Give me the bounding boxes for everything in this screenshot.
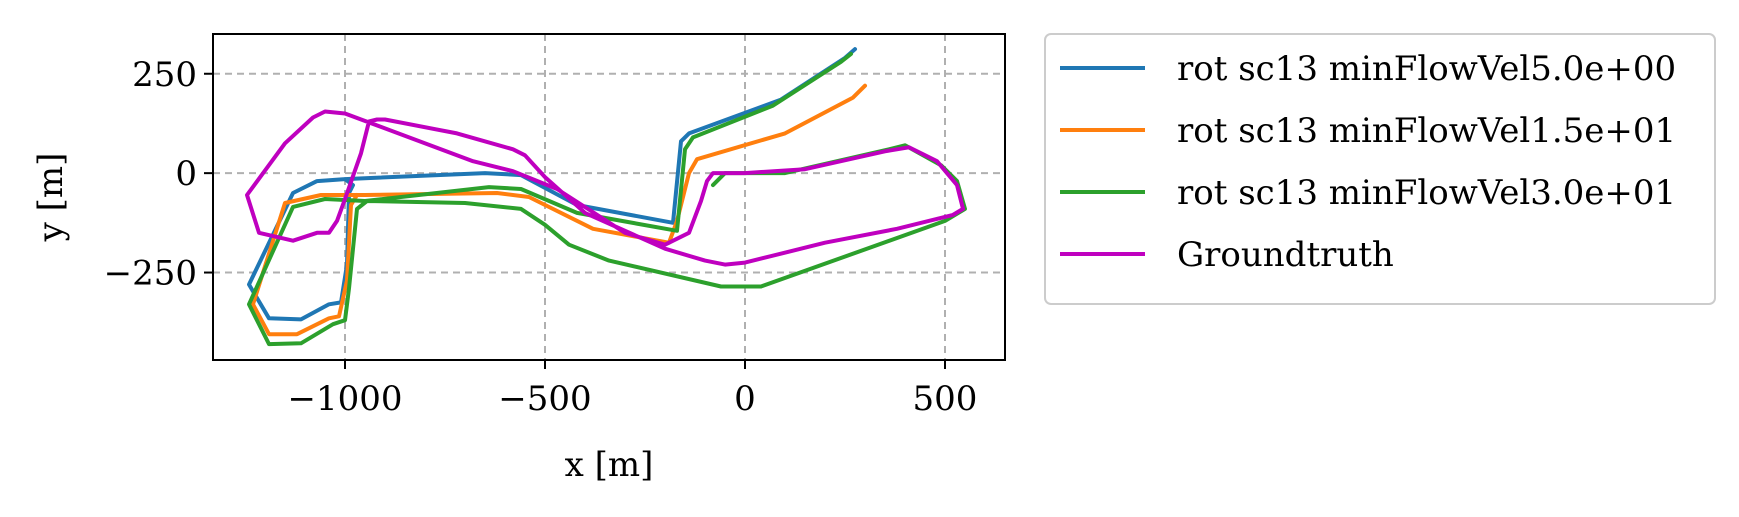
legend-label: rot sc13 minFlowVel5.0e+00: [1177, 49, 1676, 89]
legend-items: rot sc13 minFlowVel5.0e+00 rot sc13 minFl…: [1060, 49, 1676, 275]
series-line-rot-sc13-minflowvel3-0e-01: [247, 51, 967, 347]
grid-lines: [213, 34, 1005, 360]
x-tick-label: 500: [913, 379, 978, 419]
series-lines: [245, 47, 967, 347]
x-tick-label: −1000: [287, 379, 402, 419]
legend: rot sc13 minFlowVel5.0e+00 rot sc13 minFl…: [1044, 33, 1716, 305]
plot-frame: [212, 33, 1006, 361]
series-line-groundtruth: [245, 109, 965, 267]
axis-ticks: −1000 −500 0 500 −250 0 250: [104, 55, 978, 419]
x-tick-label: −500: [498, 379, 591, 419]
legend-label: rot sc13 minFlowVel3.0e+01: [1177, 173, 1676, 213]
y-tick-label: −250: [104, 254, 197, 294]
series-line-rot-sc13-minflowvel1-5e-01: [251, 83, 867, 337]
legend-label: Groundtruth: [1177, 235, 1394, 275]
series-line-rot-sc13-minflowvel5-0e-00: [247, 47, 857, 322]
y-tick-label: 250: [132, 55, 197, 95]
x-tick-label: 0: [734, 379, 756, 419]
x-axis-label: x [m]: [565, 445, 654, 485]
y-axis-label: y [m]: [31, 153, 71, 243]
y-tick-label: 0: [175, 154, 197, 194]
legend-label: rot sc13 minFlowVel1.5e+01: [1177, 111, 1676, 151]
legend-box: [1044, 33, 1716, 305]
